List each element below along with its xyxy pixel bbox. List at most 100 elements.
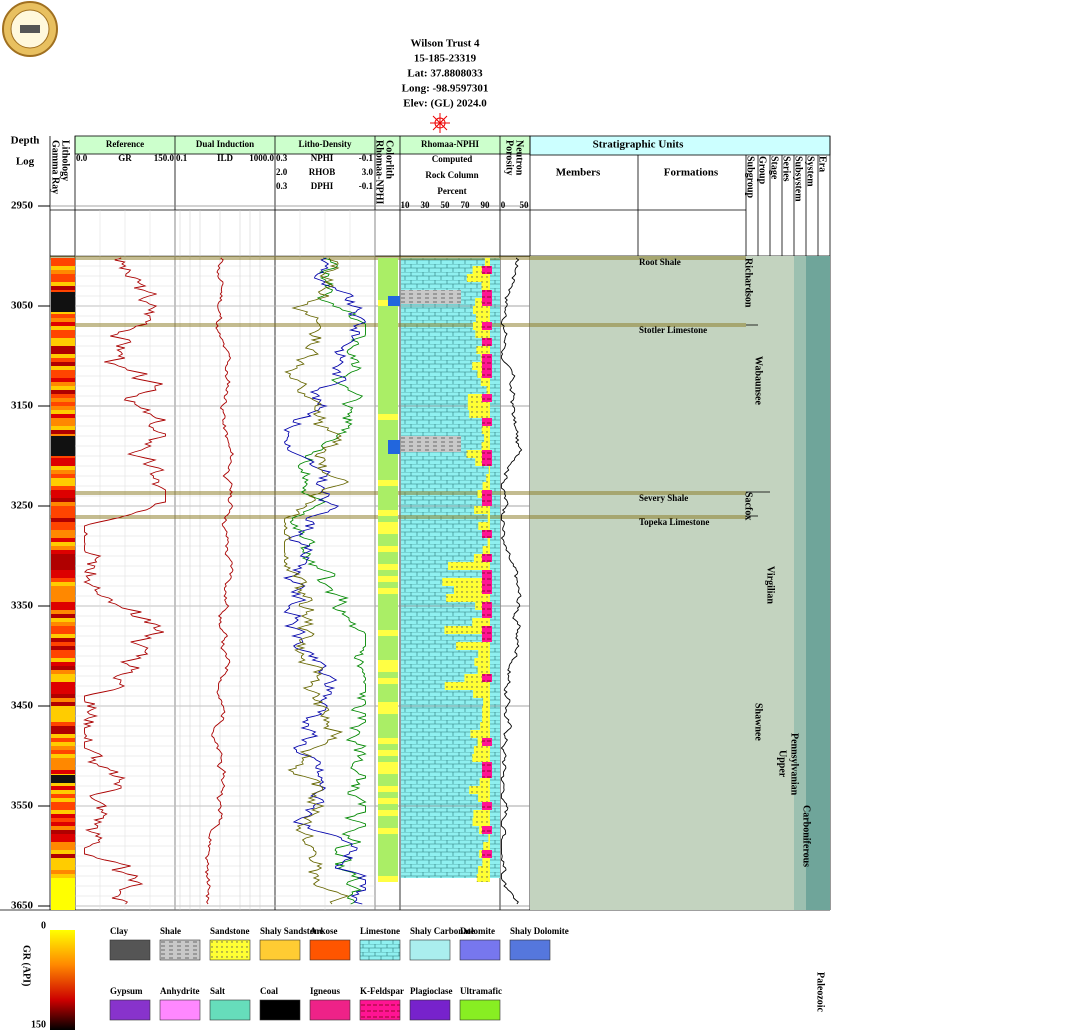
gamma-fill [51, 378, 75, 382]
scale-right: 1000.0 [249, 153, 274, 163]
gamma-fill [51, 370, 75, 374]
formations-label: Formations [664, 167, 719, 179]
colorlith-fill [378, 528, 398, 534]
gamma-fill [51, 846, 75, 850]
gamma-fill [51, 390, 75, 394]
colorlith-fill [378, 258, 398, 264]
colorlith-fill [378, 852, 398, 858]
gamma-fill [51, 550, 75, 554]
sand-fill [478, 522, 490, 530]
gamma-fill [51, 678, 75, 682]
rhomaa-scale: 90 [481, 200, 491, 210]
curve-name: GR [118, 153, 132, 163]
gamma-fill [51, 510, 75, 514]
colorlith-fill [378, 858, 398, 864]
sand-fill [482, 546, 490, 554]
depth-mark: 3150 [11, 400, 34, 412]
curve-name: NPHI [311, 153, 334, 163]
sand-fill [478, 794, 490, 802]
igneous-fill [482, 634, 492, 642]
igneous-fill [482, 450, 492, 458]
gamma-fill [51, 286, 75, 290]
gamma-fill [51, 518, 75, 522]
colorlith-fill [378, 588, 398, 594]
sand-fill [486, 474, 490, 482]
colorlith-fill [378, 594, 398, 600]
colorlith-fill [378, 312, 398, 318]
rhomaa-scale: 10 [401, 200, 411, 210]
colorlith-fill [378, 684, 398, 690]
igneous-fill [482, 530, 492, 538]
strat-unit: Richardson [743, 258, 754, 308]
gamma-fill [51, 742, 75, 746]
gamma-fill [51, 258, 75, 262]
strat-unit: Pennsylvanian [789, 733, 800, 796]
gamma-fill [51, 806, 75, 810]
sand-fill [473, 690, 490, 698]
colorlith-fill [378, 366, 398, 372]
gamma-fill [51, 478, 75, 482]
colorlith-fill [378, 672, 398, 678]
gamma-fill [51, 350, 75, 354]
colorlith-fill [378, 876, 398, 882]
gr-scale-max: 150 [31, 1019, 46, 1030]
neutron-scale: 0 [501, 200, 506, 210]
colorlith-fill [378, 678, 398, 684]
legend-swatch [459, 999, 501, 1021]
igneous-fill [482, 770, 492, 778]
legend-label: Coal [260, 986, 278, 996]
colorlith-fill [378, 750, 398, 756]
gamma-fill [51, 862, 75, 866]
gamma-fill [51, 706, 75, 710]
gamma-fill [51, 750, 75, 754]
colorlith-fill [378, 552, 398, 558]
gamma-fill [51, 482, 75, 486]
gamma-fill [51, 474, 75, 478]
colorlith-fill [378, 534, 398, 540]
gamma-fill [51, 738, 75, 742]
igneous-fill [482, 554, 492, 562]
gamma-fill [51, 626, 75, 630]
gamma-fill [51, 606, 75, 610]
scale-left: 0.1 [176, 153, 188, 163]
colorlith-fill [378, 822, 398, 828]
sand-fill [483, 842, 490, 850]
colorlith-fill [378, 456, 398, 462]
gamma-fill [51, 598, 75, 602]
igneous-fill [482, 674, 492, 682]
colorlith-fill [378, 378, 398, 384]
colorlith-fill [388, 296, 400, 306]
strat-column: Series [781, 156, 792, 182]
log-curve [289, 257, 367, 905]
colorlith-fill [378, 582, 398, 588]
sand-fill [476, 874, 490, 882]
colorlith-fill [378, 792, 398, 798]
sand-fill [464, 674, 490, 682]
strat-unit: Sacfox [743, 492, 754, 520]
legend-label: Shaly Dolomite [510, 926, 569, 936]
gamma-fill [51, 874, 75, 878]
well-name: Wilson Trust 4 [410, 38, 480, 50]
colorlith-fill [378, 738, 398, 744]
gamma-fill [51, 782, 75, 786]
sand-fill [472, 754, 490, 762]
shale-fill [401, 290, 461, 304]
sand-fill [479, 778, 490, 786]
colorlith-fill [378, 648, 398, 654]
legend-swatch [509, 939, 551, 961]
gamma-fill [51, 574, 75, 578]
igneous-fill [482, 570, 492, 578]
depth-mark: 3650 [11, 900, 34, 912]
gamma-fill [51, 466, 75, 470]
gamma-fill [51, 398, 75, 402]
colorlith-fill [378, 414, 398, 420]
colorlith-fill [378, 618, 398, 624]
long: Long: -98.9597301 [402, 83, 489, 95]
colorlith-fill [378, 318, 398, 324]
legend-label: Anhydrite [160, 986, 200, 996]
depth-mark: 3350 [11, 600, 34, 612]
gamma-fill [51, 786, 75, 790]
sand-fill [480, 378, 490, 386]
gamma-fill [51, 622, 75, 626]
igneous-fill [482, 490, 492, 498]
